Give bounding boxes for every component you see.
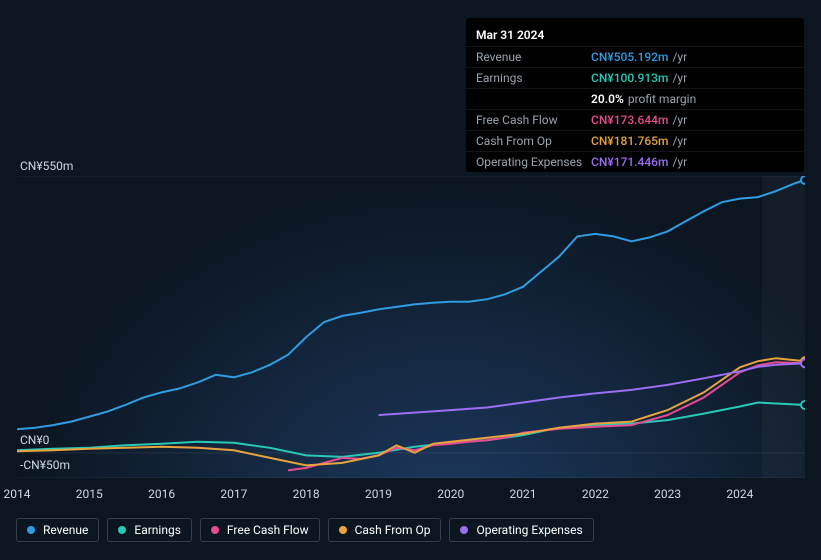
legend-label: Cash From Op <box>355 523 431 537</box>
tooltip-row-label: Free Cash Flow <box>476 112 591 128</box>
tooltip-row-label: Earnings <box>476 70 591 86</box>
legend-dot <box>460 526 468 534</box>
tooltip-row-label: Cash From Op <box>476 133 591 149</box>
series-operating-expenses <box>379 363 806 415</box>
tooltip-row-label: Operating Expenses <box>476 154 591 170</box>
x-axis-label: 2019 <box>365 487 392 501</box>
legend-dot <box>211 526 219 534</box>
tooltip-row-unit: /yr <box>672 70 687 86</box>
tooltip-row-unit: /yr <box>672 112 687 128</box>
legend-dot <box>27 526 35 534</box>
tooltip-row-value: CN¥100.913m <box>591 70 668 86</box>
legend-label: Free Cash Flow <box>227 523 309 537</box>
legend-label: Revenue <box>43 523 88 537</box>
tooltip-row: Operating ExpensesCN¥171.446m/yr <box>466 151 804 172</box>
chart-legend: Revenue Earnings Free Cash Flow Cash From O… <box>16 518 594 542</box>
tooltip-row-value: CN¥171.446m <box>591 154 668 170</box>
tooltip-row: 20.0%profit margin <box>466 88 804 109</box>
chart-svg <box>17 176 805 478</box>
legend-label: Earnings <box>134 523 181 537</box>
legend-item-earnings[interactable]: Earnings <box>107 518 192 542</box>
chart-tooltip: Mar 31 2024 RevenueCN¥505.192m/yrEarning… <box>466 18 804 172</box>
tooltip-row-unit: /yr <box>672 154 687 170</box>
x-axis-label: 2017 <box>220 487 247 501</box>
tooltip-row-value: CN¥181.765m <box>591 133 668 149</box>
y-axis-label: CN¥0 <box>20 433 49 447</box>
tooltip-rows: RevenueCN¥505.192m/yrEarningsCN¥100.913m… <box>466 46 804 172</box>
tooltip-row-label <box>476 91 591 107</box>
legend-dot <box>339 526 347 534</box>
x-axis-label: 2014 <box>4 487 31 501</box>
series-end-marker <box>801 176 805 184</box>
x-axis-label: 2021 <box>510 487 537 501</box>
chart-plot-area <box>17 176 805 478</box>
tooltip-row-value: CN¥505.192m <box>591 49 668 65</box>
x-axis-label: 2024 <box>726 487 753 501</box>
tooltip-row-value: CN¥173.644m <box>591 112 668 128</box>
tooltip-row-label: Revenue <box>476 49 591 65</box>
x-axis-label: 2020 <box>437 487 464 501</box>
y-axis-label: -CN¥50m <box>20 458 70 472</box>
series-end-marker <box>801 401 805 409</box>
series-revenue <box>17 180 805 429</box>
tooltip-row-unit: /yr <box>672 133 687 149</box>
tooltip-row-value: 20.0% <box>591 91 624 107</box>
legend-item-free-cash-flow[interactable]: Free Cash Flow <box>200 518 320 542</box>
x-axis-label: 2022 <box>582 487 609 501</box>
legend-item-cash-from-op[interactable]: Cash From Op <box>328 518 442 542</box>
legend-item-revenue[interactable]: Revenue <box>16 518 99 542</box>
tooltip-row: EarningsCN¥100.913m/yr <box>466 67 804 88</box>
series-end-marker <box>801 359 805 367</box>
tooltip-row-unit: profit margin <box>628 91 696 107</box>
x-axis-label: 2016 <box>148 487 175 501</box>
x-axis-label: 2023 <box>654 487 681 501</box>
series-earnings <box>17 403 805 457</box>
tooltip-row: RevenueCN¥505.192m/yr <box>466 46 804 67</box>
tooltip-row: Cash From OpCN¥181.765m/yr <box>466 130 804 151</box>
y-axis-label: CN¥550m <box>20 159 73 173</box>
legend-item-operating-expenses[interactable]: Operating Expenses <box>449 518 593 542</box>
financials-chart: { "tooltip": { "date": "Mar 31 2024", "r… <box>0 0 821 560</box>
x-axis-label: 2015 <box>76 487 103 501</box>
tooltip-date: Mar 31 2024 <box>466 22 804 46</box>
tooltip-row-unit: /yr <box>672 49 687 65</box>
legend-dot <box>118 526 126 534</box>
tooltip-row: Free Cash FlowCN¥173.644m/yr <box>466 109 804 130</box>
legend-label: Operating Expenses <box>476 523 582 537</box>
x-axis-label: 2018 <box>293 487 320 501</box>
